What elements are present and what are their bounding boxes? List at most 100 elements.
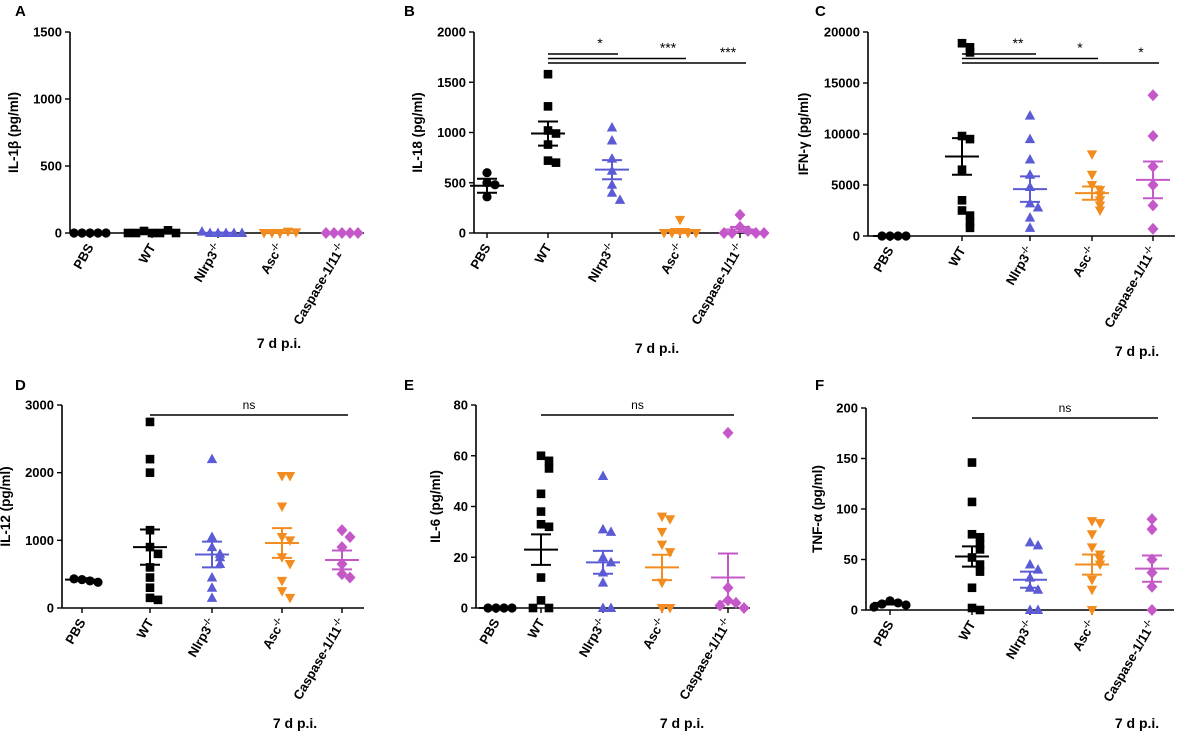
data-point-Asc: [1094, 555, 1106, 565]
data-point-WT: [536, 519, 546, 529]
significance-label: ***: [720, 44, 737, 60]
data-point-Nlrp3: [1024, 154, 1036, 164]
data-point-Asc: [1086, 543, 1098, 553]
data-point-Nlrp3: [605, 602, 617, 612]
y-tick-label: 100: [836, 502, 858, 517]
significance-label: ns: [243, 398, 256, 412]
x-axis-label: 7 d p.i.: [635, 340, 679, 356]
y-tick-label: 1500: [437, 75, 466, 90]
data-point-WT: [975, 560, 985, 569]
data-point-Asc: [284, 536, 296, 546]
data-point-WT: [965, 218, 975, 228]
x-tick-label: Caspase-1/11-/-: [675, 616, 734, 703]
panel-C: C 0 5000 10000 15000 20000 IFN-γ (pg/ml) PBS WT N…: [796, 3, 1175, 359]
data-point-WT: [975, 567, 985, 576]
data-point-Casp: [730, 596, 742, 609]
data-point-Asc: [276, 472, 288, 482]
significance-label: *: [1138, 44, 1144, 60]
data-point-WT: [957, 38, 967, 48]
data-point-Nlrp3: [606, 121, 618, 132]
data-point-Asc: [1086, 530, 1098, 540]
data-point-PBS: [490, 180, 500, 190]
x-axis-label: 7 d p.i.: [1115, 343, 1159, 359]
data-point-Asc: [1086, 170, 1098, 181]
data-point-Casp: [1146, 604, 1158, 616]
data-point-WT: [528, 603, 538, 613]
data-point-WT: [145, 573, 155, 582]
data-point-Nlrp3: [597, 602, 609, 612]
data-point-WT: [975, 545, 985, 554]
data-point-Asc: [656, 527, 668, 538]
y-tick-label: 20000: [824, 25, 860, 40]
data-point-Nlrp3: [597, 577, 609, 587]
y-tick-label: 60: [454, 448, 468, 463]
data-point-WT: [551, 158, 561, 167]
data-point-Asc: [664, 604, 676, 614]
data-point-Asc: [284, 472, 296, 482]
significance-label: *: [1077, 40, 1083, 56]
panel-label: E: [404, 377, 414, 394]
y-tick-label: 3000: [25, 398, 54, 413]
data-point-Nlrp3: [1032, 604, 1044, 614]
y-tick-label: 15000: [824, 76, 860, 91]
data-point-Nlrp3: [1024, 536, 1036, 547]
data-point-WT: [967, 603, 977, 613]
data-point-WT: [171, 228, 181, 238]
data-point-WT: [543, 102, 553, 111]
x-tick-label: PBS: [870, 618, 897, 649]
y-tick-label: 80: [454, 398, 468, 413]
data-point-Asc: [276, 502, 288, 512]
x-tick-label: WT: [135, 241, 158, 266]
x-tick-label: Asc-/-: [657, 241, 687, 277]
data-point-Asc: [1086, 517, 1098, 527]
significance-label: ***: [660, 40, 677, 56]
y-tick-label: 5000: [831, 178, 860, 193]
data-point-Nlrp3: [236, 227, 248, 237]
data-point-WT: [145, 468, 155, 477]
data-point-WT: [544, 464, 554, 473]
data-point-WT: [145, 454, 155, 464]
data-point-Nlrp3: [597, 523, 609, 534]
significance-label: ns: [1059, 401, 1072, 415]
x-tick-label: Nlrp3-/-: [184, 616, 219, 660]
data-point-Nlrp3: [605, 526, 617, 536]
data-point-Nlrp3: [206, 582, 218, 592]
x-tick-label: Nlrp3-/-: [575, 616, 610, 660]
x-tick-label: Caspase-1/11-/-: [1099, 618, 1158, 705]
y-tick-label: 500: [40, 159, 62, 174]
data-point-WT: [967, 583, 977, 593]
y-tick-label: 1000: [33, 92, 62, 107]
y-axis-label: IL-6 (pg/ml): [428, 470, 443, 543]
y-tick-label: 0: [55, 226, 62, 241]
x-tick-label: Caspase-1/11-/-: [687, 241, 746, 328]
y-tick-label: 500: [444, 175, 466, 190]
x-tick-label: WT: [531, 241, 554, 266]
data-point-WT: [965, 211, 975, 220]
data-point-Casp: [344, 571, 356, 584]
data-point-Casp: [734, 208, 746, 221]
y-tick-label: 10000: [824, 127, 860, 142]
data-point-Asc: [276, 587, 288, 597]
data-point-Casp: [336, 568, 348, 581]
data-point-Casp: [1146, 580, 1158, 593]
data-point-Asc: [258, 229, 270, 239]
y-tick-label: 200: [836, 401, 858, 416]
data-point-Nlrp3: [1032, 539, 1044, 550]
panel-F: F 0 50 100 150 200 TNF-α (pg/ml) PBS WT Nlrp3-/- A…: [810, 377, 1174, 731]
data-point-Asc: [284, 593, 296, 604]
x-tick-label: Nlrp3-/-: [584, 241, 619, 285]
y-tick-label: 150: [836, 451, 858, 466]
data-point-WT: [145, 563, 155, 572]
data-point-WT: [153, 549, 163, 559]
y-axis-label: IFN-γ (pg/ml): [796, 93, 811, 176]
data-point-Casp: [1146, 523, 1158, 536]
y-tick-label: 0: [853, 229, 860, 244]
panel-D: D 0 1000 2000 3000 IL-12 (pg/ml) PBS WT Nlrp3-/-…: [0, 377, 364, 731]
data-point-Nlrp3: [206, 453, 218, 464]
data-point-Asc: [1094, 519, 1106, 529]
x-tick-label: Asc-/-: [257, 241, 287, 277]
data-point-Asc: [276, 576, 288, 587]
data-point-Nlrp3: [206, 531, 218, 541]
data-point-Casp: [742, 224, 754, 237]
